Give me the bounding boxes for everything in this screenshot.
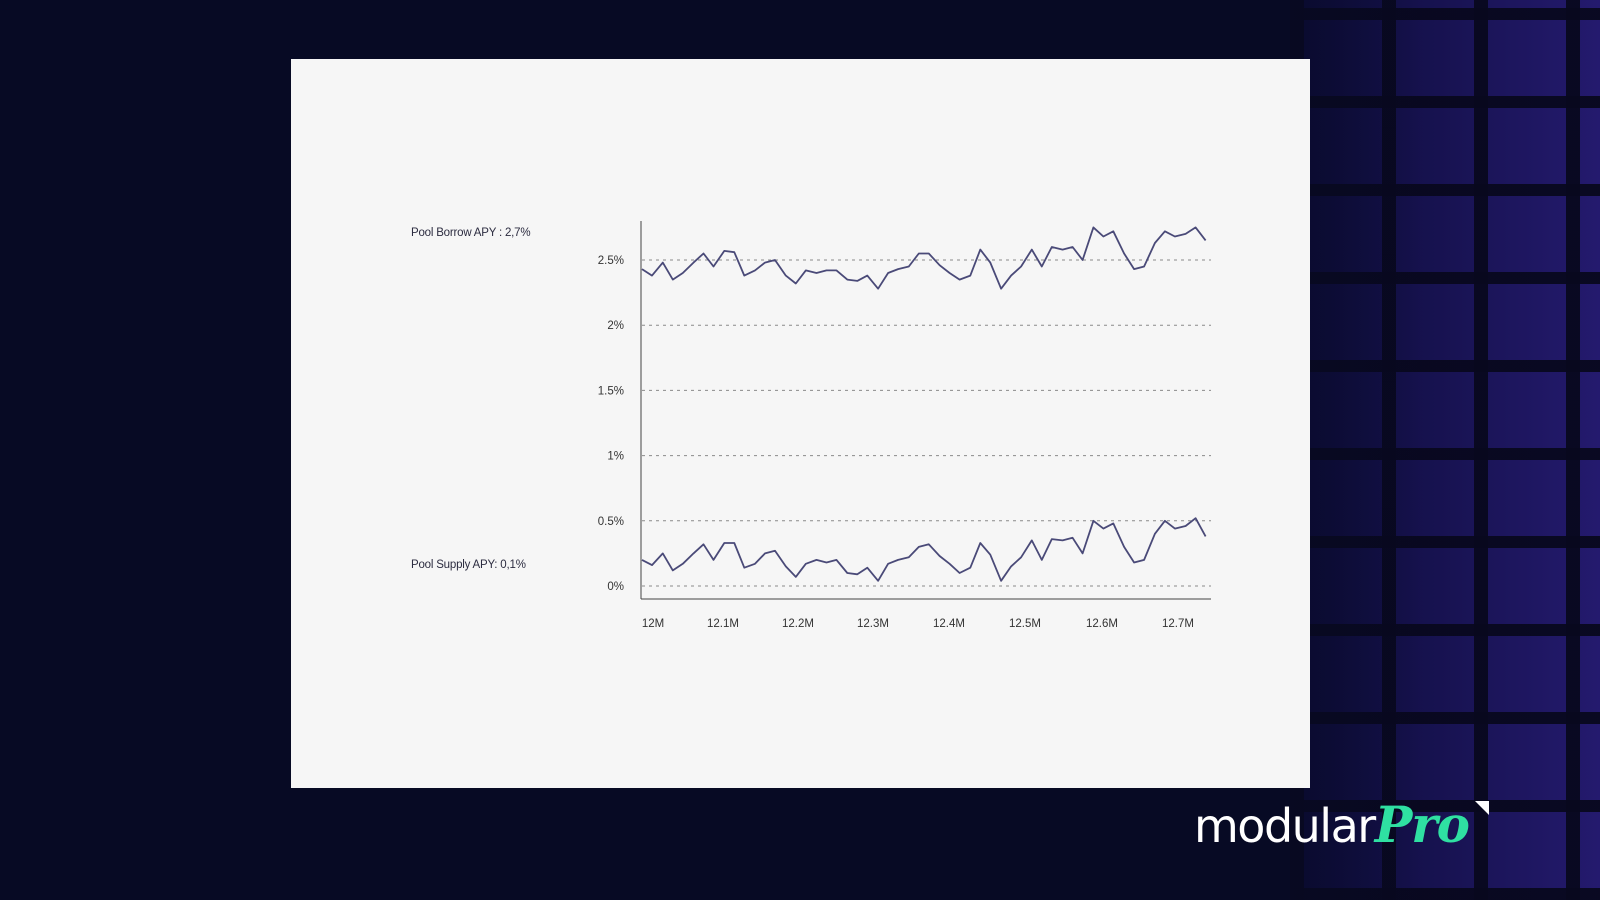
borrow-apy-label: Pool Borrow APY : 2,7% (411, 227, 531, 239)
logo-corner-mark-icon (1474, 801, 1489, 815)
x-tick-label: 12.2M (782, 618, 814, 630)
logo-accent-text: Pro (1374, 795, 1470, 854)
x-tick-label: 12.4M (933, 618, 965, 630)
y-tick-label: 0.5% (598, 516, 624, 528)
borrow-apy-series-line (641, 226, 1207, 290)
logo-main-text: modular (1194, 799, 1376, 853)
y-tick-label: 1.5% (598, 385, 624, 397)
supply-apy-label: Pool Supply APY: 0,1% (411, 559, 526, 571)
modularpro-logo: modular Pro (1194, 795, 1489, 855)
x-tick-label: 12.7M (1162, 618, 1194, 630)
x-tick-label: 12.1M (707, 618, 739, 630)
chart-card: 0% 0.5% 1% 1.5% 2% 2.5% 12M 12.1M 12.2M 12.3M 12.4… (291, 59, 1310, 788)
supply-apy-series-line (641, 517, 1207, 582)
x-tick-label: 12M (642, 618, 664, 630)
x-tick-label: 12.3M (857, 618, 889, 630)
y-tick-label: 2% (607, 320, 624, 332)
x-tick-label: 12.6M (1086, 618, 1118, 630)
y-tick-label: 1% (607, 451, 624, 463)
y-tick-label: 0% (607, 581, 624, 593)
x-tick-label: 12.5M (1009, 618, 1041, 630)
apy-line-chart: 0% 0.5% 1% 1.5% 2% 2.5% 12M 12.1M 12.2M 12.3M 12.4… (598, 221, 1211, 630)
y-tick-label: 2.5% (598, 255, 624, 267)
